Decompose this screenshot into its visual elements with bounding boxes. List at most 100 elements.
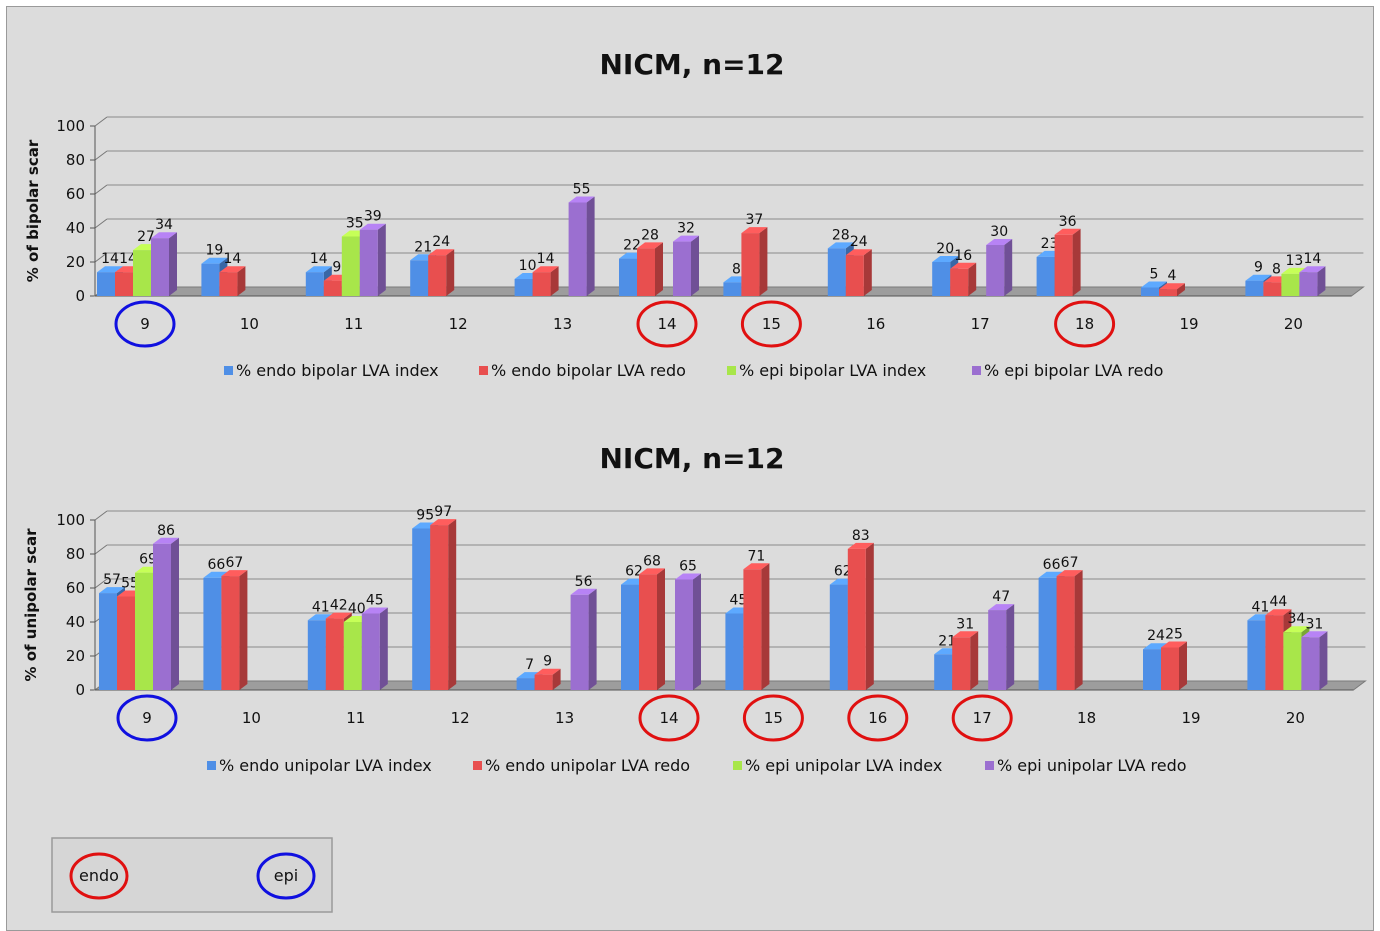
y-tick-label: 0 xyxy=(75,681,85,699)
bar xyxy=(568,202,587,296)
y-tick-label: 60 xyxy=(66,185,85,203)
data-label: 55 xyxy=(121,576,139,592)
bar-side xyxy=(1317,266,1326,296)
data-label: 69 xyxy=(139,552,157,568)
bar-side xyxy=(657,568,665,690)
bar xyxy=(952,637,971,690)
bar-side xyxy=(863,249,872,296)
data-label: 95 xyxy=(416,508,434,524)
circle-key-box xyxy=(51,837,333,913)
bar xyxy=(988,610,1007,690)
bar xyxy=(361,613,380,690)
bar xyxy=(532,272,551,296)
bar-side xyxy=(1179,641,1187,690)
data-label: 66 xyxy=(1043,557,1061,573)
bar xyxy=(153,543,171,690)
bar-top xyxy=(1159,283,1185,290)
bar-side xyxy=(1177,283,1185,296)
data-label: 44 xyxy=(1269,594,1287,610)
bar-side xyxy=(865,542,874,690)
bar xyxy=(1143,649,1161,690)
bar xyxy=(621,584,639,690)
data-label: 62 xyxy=(834,564,852,580)
bar-top xyxy=(153,537,179,544)
bar-top xyxy=(325,612,352,619)
data-label: 56 xyxy=(575,574,593,590)
bar-top xyxy=(570,588,597,595)
data-label: 16 xyxy=(954,248,972,264)
category-circle xyxy=(636,300,698,348)
legend-label: % epi unipolar LVA redo xyxy=(997,756,1187,775)
x-tick-label: 15 xyxy=(762,315,781,333)
bar xyxy=(1161,647,1179,690)
data-label: 20 xyxy=(936,241,954,257)
data-label: 24 xyxy=(432,234,450,250)
bar xyxy=(1281,273,1300,296)
data-label: 4 xyxy=(1168,268,1177,284)
bar xyxy=(99,593,117,690)
y-tick-label: 0 xyxy=(75,287,85,305)
bar-side xyxy=(448,519,457,690)
data-label: 86 xyxy=(157,523,175,539)
data-label: 31 xyxy=(1305,616,1323,632)
legend-label: % epi unipolar LVA index xyxy=(745,756,942,775)
legend-swatch xyxy=(727,366,736,375)
legend-label: % endo unipolar LVA index xyxy=(219,756,432,775)
x-tick-label: 17 xyxy=(971,315,990,333)
bar-top xyxy=(986,239,1013,245)
data-label: 32 xyxy=(677,221,695,237)
x-tick-label: 19 xyxy=(1181,709,1200,727)
bar-side xyxy=(550,266,559,296)
legend-label: % epi bipolar LVA index xyxy=(739,361,926,380)
legend-label: % endo bipolar LVA index xyxy=(236,361,439,380)
data-label: 8 xyxy=(1272,261,1281,277)
bar xyxy=(430,525,449,690)
data-label: 8 xyxy=(732,261,741,277)
bar xyxy=(343,622,362,690)
bar xyxy=(932,262,951,296)
data-label: 67 xyxy=(1061,555,1079,571)
x-tick-label: 20 xyxy=(1284,315,1303,333)
bar xyxy=(1301,637,1320,690)
bar-top xyxy=(1056,570,1083,577)
data-label: 68 xyxy=(643,553,661,569)
data-label: 71 xyxy=(747,548,765,564)
bar-side xyxy=(1319,631,1328,690)
y-tick-label: 20 xyxy=(66,253,85,271)
bar-top xyxy=(741,227,768,234)
bar-top xyxy=(568,196,595,203)
bar xyxy=(115,272,133,296)
gridline-depth xyxy=(94,252,108,263)
category-circle xyxy=(951,694,1013,742)
x-tick-label: 16 xyxy=(868,709,887,727)
bar-top xyxy=(201,257,228,264)
bar-side xyxy=(169,232,177,296)
x-tick-label: 15 xyxy=(764,709,783,727)
bar xyxy=(1036,256,1055,296)
bar xyxy=(619,258,637,296)
bar-top xyxy=(305,266,332,273)
y-tick-label: 60 xyxy=(66,579,85,597)
bar xyxy=(410,260,429,296)
y-tick-label: 20 xyxy=(66,647,85,665)
data-label: 14 xyxy=(119,251,137,267)
chart-title: NICM, n=12 xyxy=(599,442,784,475)
legend-swatch xyxy=(985,761,994,770)
bar xyxy=(1283,632,1302,690)
data-label: 66 xyxy=(207,557,225,573)
x-tick-label: 17 xyxy=(973,709,992,727)
data-label: 65 xyxy=(679,559,697,575)
bar-top xyxy=(639,568,665,575)
x-tick-label: 18 xyxy=(1077,709,1096,727)
data-label: 55 xyxy=(573,182,591,198)
bar xyxy=(135,572,153,690)
data-label: 9 xyxy=(543,654,552,670)
legend-swatch xyxy=(479,366,488,375)
y-tick-label: 100 xyxy=(56,511,85,529)
legend-swatch xyxy=(733,761,742,770)
gridline-depth xyxy=(94,218,108,229)
x-tick-label: 12 xyxy=(451,709,470,727)
data-label: 14 xyxy=(537,251,555,267)
bar-top xyxy=(827,242,854,249)
endo-circle-icon xyxy=(69,852,129,900)
